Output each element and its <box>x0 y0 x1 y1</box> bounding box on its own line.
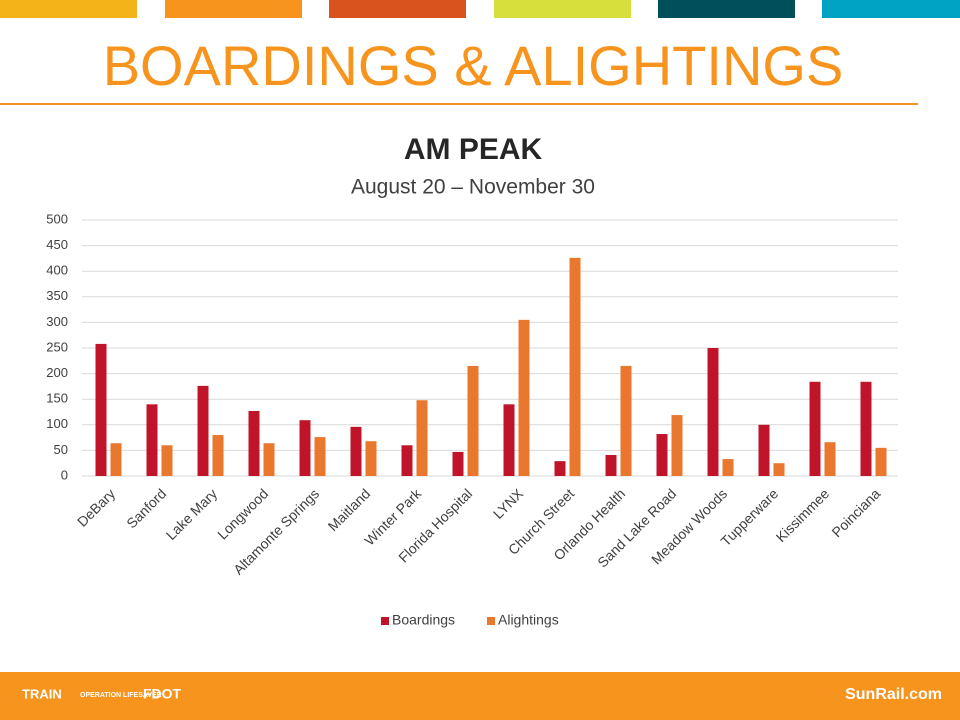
bar <box>401 445 413 476</box>
bar <box>95 343 107 476</box>
color-strip <box>494 0 631 18</box>
y-tick-label: 200 <box>46 365 68 380</box>
bar <box>758 424 770 476</box>
footer-logo: FDOT <box>143 686 182 702</box>
bar <box>146 404 158 476</box>
bar <box>722 459 734 476</box>
bar <box>620 365 632 476</box>
y-tick-label: 500 <box>46 211 68 226</box>
color-strip <box>0 0 137 18</box>
y-tick-label: 450 <box>46 237 68 252</box>
bar <box>656 434 668 476</box>
footer <box>0 672 960 720</box>
bar <box>671 415 683 476</box>
bar <box>350 426 362 476</box>
color-strip <box>329 0 466 18</box>
y-tick-label: 150 <box>46 391 68 406</box>
bar <box>161 445 173 476</box>
legend-label: Boardings <box>392 612 455 628</box>
legend-swatch <box>381 617 389 625</box>
bar <box>263 443 275 476</box>
chart-title: AM PEAK <box>404 133 543 166</box>
y-tick-label: 0 <box>61 467 68 482</box>
bar <box>824 442 836 476</box>
footer-logo: TRAIN <box>22 686 62 701</box>
y-tick-label: 100 <box>46 416 68 431</box>
bar <box>416 400 428 476</box>
y-tick-label: 400 <box>46 263 68 278</box>
bar <box>248 410 260 476</box>
footer-site: SunRail.com <box>845 686 942 703</box>
bar <box>809 381 821 476</box>
bar <box>773 463 785 476</box>
color-strip <box>165 0 302 18</box>
bar <box>365 441 377 476</box>
bar <box>554 461 566 476</box>
bar <box>875 447 887 476</box>
color-strip <box>822 0 960 18</box>
color-strip <box>658 0 795 18</box>
bar <box>197 385 209 476</box>
bar <box>110 443 122 476</box>
bar <box>503 404 515 476</box>
footer-logo: OPERATION LIFESAVER <box>80 692 162 699</box>
y-tick-label: 300 <box>46 314 68 329</box>
y-tick-label: 350 <box>46 288 68 303</box>
bar <box>314 437 326 476</box>
bar <box>569 257 581 476</box>
bar <box>299 420 311 476</box>
y-tick-label: 50 <box>54 442 68 457</box>
legend-label: Alightings <box>498 612 559 628</box>
bar <box>605 455 617 476</box>
slide-title: BOARDINGS & ALIGHTINGS <box>103 34 844 97</box>
bar <box>518 319 530 476</box>
chart-subtitle: August 20 – November 30 <box>351 176 595 199</box>
bar <box>860 381 872 476</box>
bar <box>212 435 224 476</box>
bar <box>467 365 479 476</box>
bar <box>452 451 464 476</box>
legend-swatch <box>487 617 495 625</box>
bar <box>707 348 719 476</box>
y-tick-label: 250 <box>46 339 68 354</box>
